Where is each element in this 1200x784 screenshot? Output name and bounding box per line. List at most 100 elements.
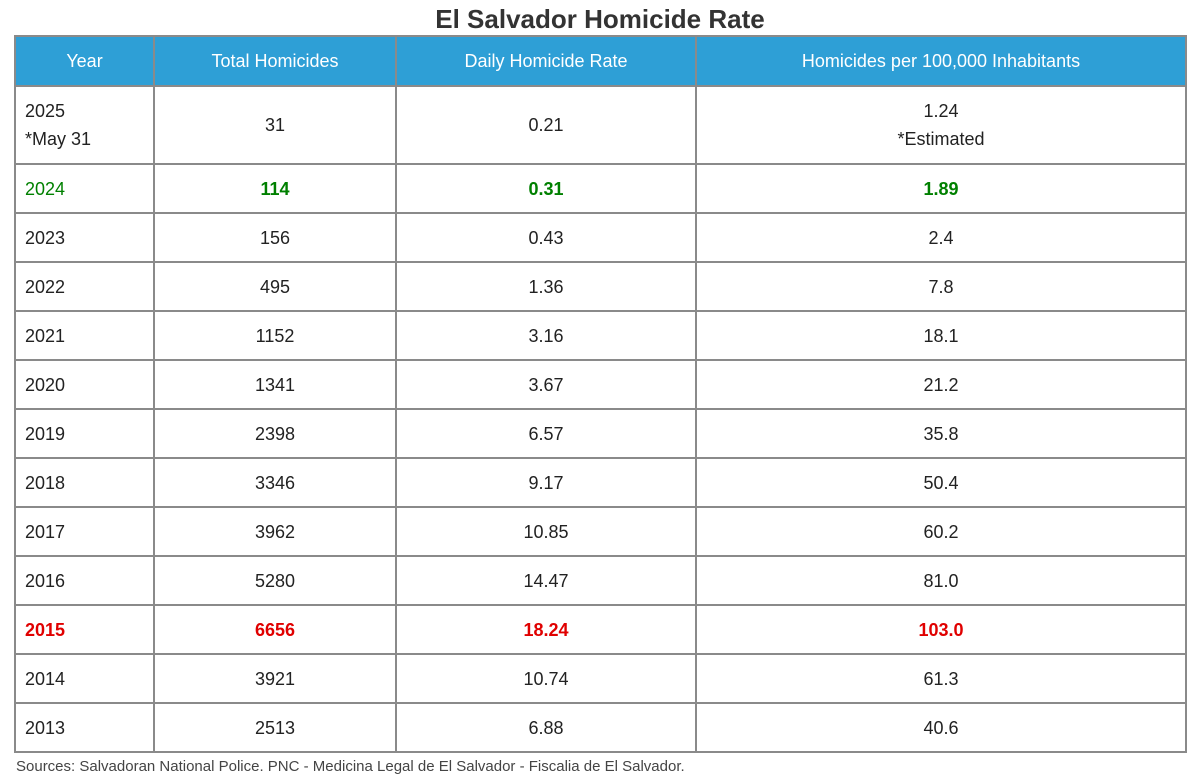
cell-year-value: 2019 xyxy=(25,423,66,444)
table-row: 2020 1341 3.67 21.2 xyxy=(14,359,1187,410)
cell-daily-rate: 14.47 xyxy=(395,555,697,606)
header-total-homicides: Total Homicides xyxy=(153,35,397,87)
cell-daily-rate-value: 0.21 xyxy=(528,115,564,135)
cell-per-100k: 1.24 *Estimated xyxy=(695,85,1187,165)
cell-daily-rate: 10.85 xyxy=(395,506,697,557)
table-row: 2019 2398 6.57 35.8 xyxy=(14,408,1187,459)
cell-year: 2017 xyxy=(14,506,155,557)
cell-daily-rate: 10.74 xyxy=(395,653,697,704)
cell-total-homicides-value: 3346 xyxy=(254,472,296,493)
cell-daily-rate-value: 10.85 xyxy=(523,521,569,542)
table-title: El Salvador Homicide Rate xyxy=(435,4,765,34)
cell-per-100k: 81.0 xyxy=(695,555,1187,606)
table-row: 2022 495 1.36 7.8 xyxy=(14,261,1187,312)
table-row: 2014 3921 10.74 61.3 xyxy=(14,653,1187,704)
table-row: 2015 6656 18.24 103.0 xyxy=(14,604,1187,655)
cell-daily-rate: 6.57 xyxy=(395,408,697,459)
cell-total-homicides-value: 1152 xyxy=(255,325,295,346)
cell-year: 2018 xyxy=(14,457,155,508)
cell-per-100k-note: *Estimated xyxy=(897,129,985,149)
cell-daily-rate-value: 3.16 xyxy=(528,325,564,346)
source-note: Sources: Salvadoran National Police. PNC… xyxy=(16,758,685,775)
cell-per-100k-value: 2.4 xyxy=(928,227,954,248)
cell-total-homicides-value: 6656 xyxy=(254,619,296,640)
cell-per-100k-value: 60.2 xyxy=(923,521,959,542)
cell-year-note: *May 31 xyxy=(25,129,92,149)
cell-per-100k: 1.89 xyxy=(695,163,1187,214)
cell-total-homicides: 5280 xyxy=(153,555,397,606)
cell-total-homicides-value: 3962 xyxy=(254,521,296,542)
cell-total-homicides: 2398 xyxy=(153,408,397,459)
cell-per-100k-value: 1.89 xyxy=(923,178,959,199)
cell-total-homicides: 1341 xyxy=(153,359,397,410)
cell-daily-rate: 6.88 xyxy=(395,702,697,753)
cell-year-value: 2021 xyxy=(25,325,66,346)
cell-per-100k: 50.4 xyxy=(695,457,1187,508)
cell-per-100k: 21.2 xyxy=(695,359,1187,410)
cell-daily-rate-value: 14.47 xyxy=(523,570,569,591)
cell-daily-rate-value: 9.17 xyxy=(528,472,564,493)
cell-year: 2025 *May 31 xyxy=(14,85,155,165)
cell-year-value: 2016 xyxy=(25,570,66,591)
cell-per-100k-value: 103.0 xyxy=(918,619,964,640)
table-row: 2017 3962 10.85 60.2 xyxy=(14,506,1187,557)
cell-daily-rate: 0.31 xyxy=(395,163,697,214)
cell-total-homicides: 3921 xyxy=(153,653,397,704)
cell-daily-rate-value: 3.67 xyxy=(528,374,564,395)
cell-per-100k: 35.8 xyxy=(695,408,1187,459)
cell-total-homicides: 3962 xyxy=(153,506,397,557)
cell-per-100k-value: 40.6 xyxy=(923,717,959,738)
table-row: 2025 *May 31 31 0.21 1.24 *Estimated xyxy=(14,85,1187,165)
cell-year-value: 2018 xyxy=(25,472,66,493)
cell-per-100k-value: 35.8 xyxy=(923,423,959,444)
cell-per-100k: 60.2 xyxy=(695,506,1187,557)
cell-daily-rate: 0.21 xyxy=(395,85,697,165)
cell-year: 2019 xyxy=(14,408,155,459)
cell-year: 2015 xyxy=(14,604,155,655)
cell-total-homicides: 1152 xyxy=(153,310,397,361)
header-per-100k: Homicides per 100,000 Inhabitants xyxy=(695,35,1187,87)
cell-per-100k-value: 61.3 xyxy=(923,668,959,689)
cell-year: 2016 xyxy=(14,555,155,606)
cell-year: 2022 xyxy=(14,261,155,312)
cell-per-100k: 2.4 xyxy=(695,212,1187,263)
cell-total-homicides-value: 495 xyxy=(259,276,291,297)
cell-per-100k-value: 81.0 xyxy=(923,570,959,591)
table-header: Year Total Homicides Daily Homicide Rate… xyxy=(14,35,1187,87)
cell-daily-rate-value: 18.24 xyxy=(523,619,569,640)
header-row: Year Total Homicides Daily Homicide Rate… xyxy=(14,35,1187,87)
cell-total-homicides-value: 2513 xyxy=(254,717,296,738)
table-row: 2013 2513 6.88 40.6 xyxy=(14,702,1187,753)
cell-total-homicides: 114 xyxy=(153,163,397,214)
cell-total-homicides-value: 3921 xyxy=(254,668,296,689)
cell-year-value: 2020 xyxy=(25,374,66,395)
cell-per-100k-value: 1.24 xyxy=(923,101,959,121)
cell-per-100k-value: 18.1 xyxy=(923,325,959,346)
header-year: Year xyxy=(14,35,155,87)
cell-total-homicides-value: 5280 xyxy=(254,570,296,591)
cell-year: 2014 xyxy=(14,653,155,704)
cell-year: 2024 xyxy=(14,163,155,214)
cell-year: 2020 xyxy=(14,359,155,410)
cell-total-homicides: 31 xyxy=(153,85,397,165)
cell-year-value: 2017 xyxy=(25,521,66,542)
table-row: 2018 3346 9.17 50.4 xyxy=(14,457,1187,508)
cell-per-100k: 18.1 xyxy=(695,310,1187,361)
table-row: 2021 1152 3.16 18.1 xyxy=(14,310,1187,361)
cell-total-homicides-value: 156 xyxy=(259,227,291,248)
cell-total-homicides: 495 xyxy=(153,261,397,312)
cell-total-homicides: 6656 xyxy=(153,604,397,655)
cell-year-value: 2022 xyxy=(25,276,66,297)
table-row: 2023 156 0.43 2.4 xyxy=(14,212,1187,263)
cell-year: 2021 xyxy=(14,310,155,361)
cell-daily-rate: 1.36 xyxy=(395,261,697,312)
cell-daily-rate-value: 6.57 xyxy=(528,423,564,444)
cell-daily-rate-value: 10.74 xyxy=(523,668,569,689)
cell-year-value: 2014 xyxy=(25,668,66,689)
cell-daily-rate: 3.16 xyxy=(395,310,697,361)
header-daily-rate: Daily Homicide Rate xyxy=(395,35,697,87)
cell-total-homicides: 2513 xyxy=(153,702,397,753)
cell-daily-rate-value: 1.36 xyxy=(528,276,564,297)
homicide-table: Year Total Homicides Daily Homicide Rate… xyxy=(14,35,1187,753)
cell-per-100k: 61.3 xyxy=(695,653,1187,704)
